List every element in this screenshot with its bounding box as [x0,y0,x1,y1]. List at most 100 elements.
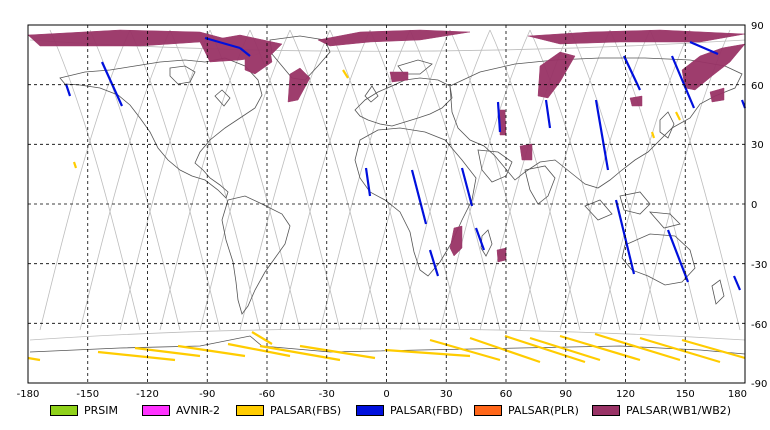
fbd-tracks [64,36,747,291]
fbs-track [504,334,586,364]
legend-swatch [592,404,620,416]
legend-label: PALSAR(PLR) [508,403,579,417]
wb-swath [317,29,471,47]
map-frame [27,24,746,384]
legend-swatch [236,404,264,416]
x-tick-label: -60 [259,389,275,400]
y-axis: 90 60 30 0 -30 -60 -90 [751,21,767,390]
fbs-track [299,344,376,360]
fbd-track [496,101,502,133]
fbd-track [239,47,251,57]
x-tick-label: 60 [500,389,513,400]
fbs-track [681,338,746,360]
fbd-track [428,249,440,277]
wb-swath [244,49,273,75]
fbs-track [27,356,41,362]
fbs-track [429,338,501,362]
legend-swatch [50,404,78,416]
legend-label: AVNIR-2 [176,403,220,417]
fbd-track [100,61,124,107]
fbs-track [469,336,541,364]
x-tick-label: -150 [76,389,99,400]
arabia-coast [477,149,513,183]
orbit-tracks [29,29,746,341]
wb-swath [681,43,746,91]
x-tick-label: 120 [616,389,635,400]
fbs-track [559,334,641,362]
south-america-coast [221,195,291,315]
legend-label: PRSIM [84,403,118,417]
fbd-track [614,199,636,275]
legend-item-prsim: PRSIM [50,402,118,418]
legend-label: PALSAR(FBS) [270,403,342,417]
legend-item-palsar-fbd: PALSAR(FBD) [356,402,463,418]
y-tick-label: -30 [751,260,767,271]
fbs-track [675,111,681,121]
antarctica-coast [29,335,746,355]
x-tick-label: 90 [559,389,572,400]
fbs-track [134,346,201,358]
graticule [28,25,745,383]
fbd-track [732,275,742,291]
legend-item-avnir2: AVNIR-2 [142,402,220,418]
fbd-track [474,227,486,251]
wb-swath [709,87,725,103]
wb-swath [527,29,746,45]
x-tick-label: -180 [17,389,40,400]
legend: PRSIM AVNIR-2 PALSAR(FBS) PALSAR(FBD) PA… [0,402,770,422]
wb-swath [519,143,533,161]
wb-swath [449,225,463,257]
y-tick-label: 0 [751,200,757,211]
y-tick-label: 60 [751,81,764,92]
fbd-track [410,169,428,225]
fbs-track [251,331,273,345]
legend-swatch [142,404,170,416]
legend-item-palsar-wb: PALSAR(WB1/WB2) [592,402,731,418]
acquisition-map: -180 -150 -120 -90 -60 -30 0 30 60 90 12… [17,21,768,400]
wb-swath [389,71,409,83]
legend-swatch [356,404,384,416]
fbd-track [666,229,690,283]
legend-label: PALSAR(FBD) [390,403,463,417]
wb-swath [537,51,576,99]
europe-coast [354,77,453,127]
wb-swath [629,95,643,107]
x-tick-label: 0 [383,389,389,400]
y-tick-label: -90 [751,379,767,390]
coastlines [29,35,746,355]
x-tick-label: -90 [199,389,215,400]
africa-coast [354,127,477,277]
fbd-track [64,83,72,97]
y-tick-label: 30 [751,140,764,151]
fbd-track [670,55,696,109]
x-tick-label: 30 [440,389,453,400]
x-tick-label: -120 [136,389,159,400]
legend-item-palsar-plr: PALSAR(PLR) [474,402,579,418]
fbd-track [623,55,641,91]
north-america-coast [59,57,263,199]
fbs-tracks [27,69,746,364]
india-coast [524,165,556,205]
fbs-track [342,69,349,79]
legend-item-palsar-fbs: PALSAR(FBS) [236,402,341,418]
fbs-track [650,131,656,139]
greenland-coast [269,35,331,81]
fbs-track [384,348,471,358]
fbs-track [227,342,291,358]
asia-coast [449,57,743,189]
fbd-track [594,99,610,171]
fbd-track [364,167,372,197]
fbs-track [72,161,78,169]
fbs-track [97,350,176,362]
legend-label: PALSAR(WB1/WB2) [626,403,732,417]
fbs-track [639,336,721,364]
x-tick-label: -30 [319,389,335,400]
fbd-track [689,40,719,56]
x-tick-label: 150 [676,389,695,400]
fbd-track [460,167,474,207]
y-tick-label: 90 [751,21,764,32]
fbs-track [177,344,246,358]
legend-swatch [474,404,502,416]
fbs-track [529,336,601,362]
fbd-track [204,36,241,50]
